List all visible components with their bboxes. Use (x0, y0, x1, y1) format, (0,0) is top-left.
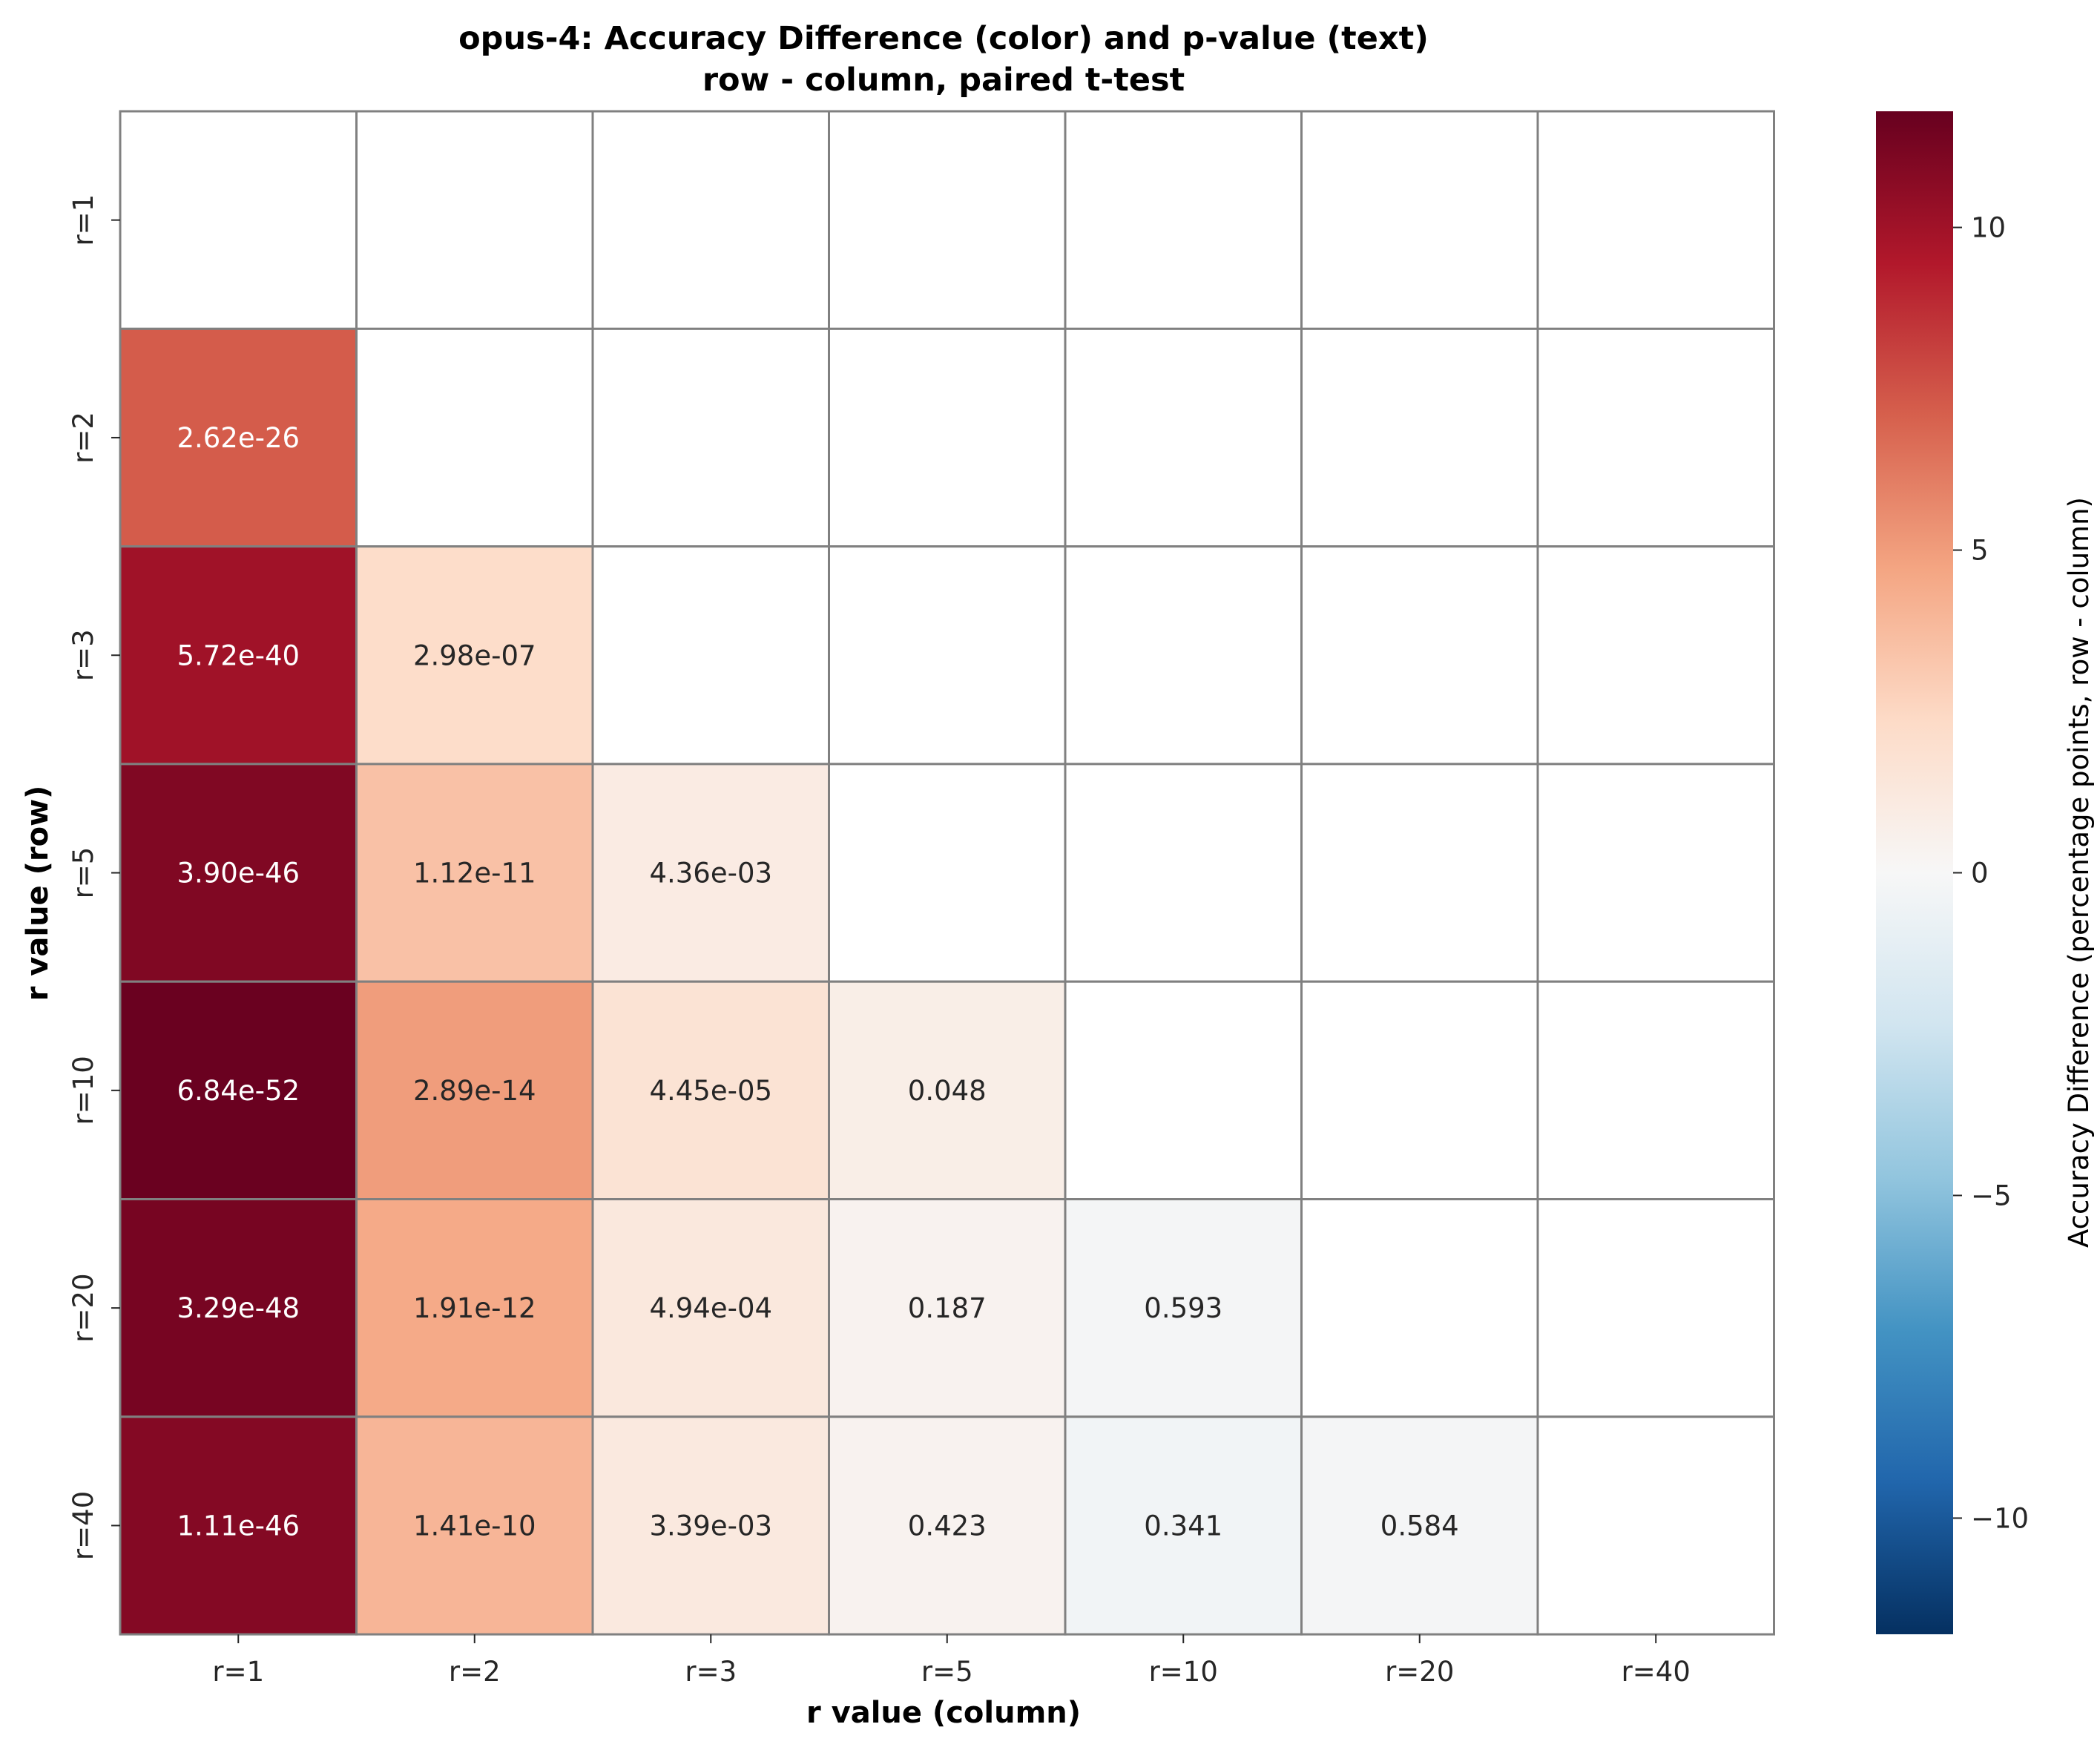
heatmap-cell-r5-c2 (591, 1198, 830, 1418)
heatmap-cell-r4-c4 (1064, 980, 1303, 1200)
heatmap-cell-r3-c2 (591, 763, 830, 983)
heatmap-cell-r2-c1 (355, 545, 594, 766)
heatmap-cell-r0-c4 (1064, 110, 1303, 330)
heatmap-cell-r0-c0 (119, 110, 358, 330)
colorbar-tick-label: 5 (1971, 535, 1989, 567)
x-axis-ticks: r=1 r=2 r=3 r=5 r=10 r=20 r=40 (212, 1634, 1691, 1688)
cell-annotation-r5-c2: 4.94e-04 (649, 1292, 772, 1324)
x-tick-label: r=2 (449, 1656, 501, 1688)
heatmap-cell-r2-c6 (1536, 545, 1775, 766)
cell-annotation-r5-c1: 1.91e-12 (413, 1292, 536, 1324)
heatmap-cell-r5-c1 (355, 1198, 594, 1418)
heatmap-cell-r2-c3 (828, 545, 1067, 766)
cell-annotation-r5-c3: 0.187 (908, 1292, 987, 1324)
heatmap-cell-r1-c0 (119, 327, 358, 548)
heatmap-cell-r3-c1 (355, 763, 594, 983)
cell-annotation-r3-c0: 3.90e-46 (177, 858, 300, 889)
heatmap-cell-r2-c4 (1064, 545, 1303, 766)
cell-annotation-r5-c4: 0.593 (1144, 1292, 1222, 1324)
heatmap-cell-r4-c1 (355, 980, 594, 1200)
y-axis-ticks: r=1 r=2 r=3 r=5 r=10 r=20 r=40 (68, 194, 120, 1560)
cell-annotation-r6-c0: 1.11e-46 (177, 1510, 300, 1542)
heatmap-cells: 2.62e-26 5.72e-40 2.98e-07 3.90e-46 1.12e-11… (119, 110, 1775, 1636)
heatmap-cell-r1-c3 (828, 327, 1067, 548)
heatmap-cell-r1-c2 (591, 327, 830, 548)
cell-annotation-r6-c5: 0.584 (1380, 1510, 1459, 1542)
cell-annotation-r6-c3: 0.423 (908, 1510, 987, 1542)
y-tick-label: r=10 (68, 1056, 99, 1125)
cell-annotation-r5-c0: 3.29e-48 (177, 1292, 300, 1324)
heatmap-cell-r5-c4 (1064, 1198, 1303, 1418)
x-tick-label: r=10 (1149, 1656, 1218, 1688)
y-tick-label: r=40 (68, 1491, 99, 1560)
heatmap-cell-r6-c1 (355, 1415, 594, 1636)
heatmap-cell-r6-c3 (828, 1415, 1067, 1636)
heatmap-cell-r3-c4 (1064, 763, 1303, 983)
heatmap-cell-r6-c4 (1064, 1415, 1303, 1636)
heatmap-cell-r5-c5 (1300, 1198, 1539, 1418)
cell-annotation-r6-c2: 3.39e-03 (649, 1510, 772, 1542)
heatmap-cell-r3-c0 (119, 763, 358, 983)
heatmap-cell-r2-c2 (591, 545, 830, 766)
heatmap-cell-r2-c0 (119, 545, 358, 766)
cell-annotation-r6-c4: 0.341 (1144, 1510, 1222, 1542)
heatmap-cell-r6-c5 (1300, 1415, 1539, 1636)
heatmap-cell-r6-c2 (591, 1415, 830, 1636)
heatmap-cell-r0-c2 (591, 110, 830, 330)
x-tick-label: r=40 (1622, 1656, 1691, 1688)
x-tick-label: r=5 (921, 1656, 973, 1688)
y-tick-label: r=20 (68, 1274, 99, 1343)
colorbar-label: Accuracy Difference (percentage points, … (2063, 497, 2095, 1248)
heatmap-cell-r1-c5 (1300, 327, 1539, 548)
heatmap-cell-r5-c3 (828, 1198, 1067, 1418)
x-tick-label: r=3 (685, 1656, 737, 1688)
heatmap-cell-r3-c5 (1300, 763, 1539, 983)
colorbar-tick-label: 10 (1971, 212, 2006, 244)
heatmap-cell-r4-c5 (1300, 980, 1539, 1200)
y-tick-label: r=2 (68, 412, 99, 464)
heatmap-cell-r1-c6 (1536, 327, 1775, 548)
cell-annotation-r4-c3: 0.048 (908, 1075, 987, 1107)
heatmap-cell-r5-c6 (1536, 1198, 1775, 1418)
heatmap-cell-r2-c5 (1300, 545, 1539, 766)
y-axis-label: r value (row) (21, 786, 55, 1001)
heatmap-cell-r0-c6 (1536, 110, 1775, 330)
chart-title: opus-4: Accuracy Difference (color) and … (458, 20, 1429, 57)
cell-annotation-r1-c0: 2.62e-26 (177, 422, 300, 454)
heatmap-cell-r3-c6 (1536, 763, 1775, 983)
x-tick-label: r=20 (1385, 1656, 1454, 1688)
colorbar (1876, 111, 1953, 1634)
cell-annotation-r2-c1: 2.98e-07 (413, 639, 536, 671)
heatmap-cell-r0-c5 (1300, 110, 1539, 330)
heatmap-cell-r1-c1 (355, 327, 594, 548)
heatmap-cell-r1-c4 (1064, 327, 1303, 548)
chart-subtitle: row - column, paired t-test (702, 62, 1185, 99)
cell-annotation-r4-c1: 2.89e-14 (413, 1075, 536, 1107)
heatmap-cell-r4-c3 (828, 980, 1067, 1200)
colorbar-tick-label: −10 (1971, 1502, 2029, 1534)
y-tick-label: r=1 (68, 194, 99, 246)
heatmap-cell-r0-c1 (355, 110, 594, 330)
heatmap-cell-r6-c6 (1536, 1415, 1775, 1636)
y-tick-label: r=3 (68, 629, 99, 681)
heatmap-cell-r4-c6 (1536, 980, 1775, 1200)
y-tick-label: r=5 (68, 847, 99, 899)
colorbar-ticks: 10 5 0 −5 −10 (1953, 212, 2029, 1534)
heatmap-cell-r3-c3 (828, 763, 1067, 983)
cell-annotation-r3-c1: 1.12e-11 (413, 858, 536, 889)
x-axis-label: r value (column) (806, 1696, 1081, 1730)
x-tick-label: r=1 (212, 1656, 264, 1688)
cell-annotation-r6-c1: 1.41e-10 (413, 1510, 536, 1542)
cell-annotation-r4-c0: 6.84e-52 (177, 1075, 300, 1107)
cell-annotation-r2-c0: 5.72e-40 (177, 639, 300, 671)
cell-annotation-r4-c2: 4.45e-05 (649, 1075, 772, 1107)
cell-annotation-r3-c2: 4.36e-03 (649, 858, 772, 889)
heatmap-cell-r0-c3 (828, 110, 1067, 330)
colorbar-tick-label: 0 (1971, 858, 1989, 889)
colorbar-tick-label: −5 (1971, 1180, 2012, 1211)
